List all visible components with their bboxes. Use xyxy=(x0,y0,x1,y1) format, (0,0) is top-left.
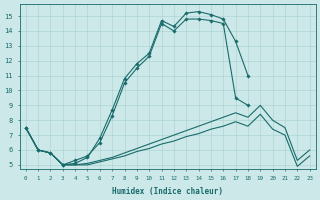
X-axis label: Humidex (Indice chaleur): Humidex (Indice chaleur) xyxy=(112,187,223,196)
